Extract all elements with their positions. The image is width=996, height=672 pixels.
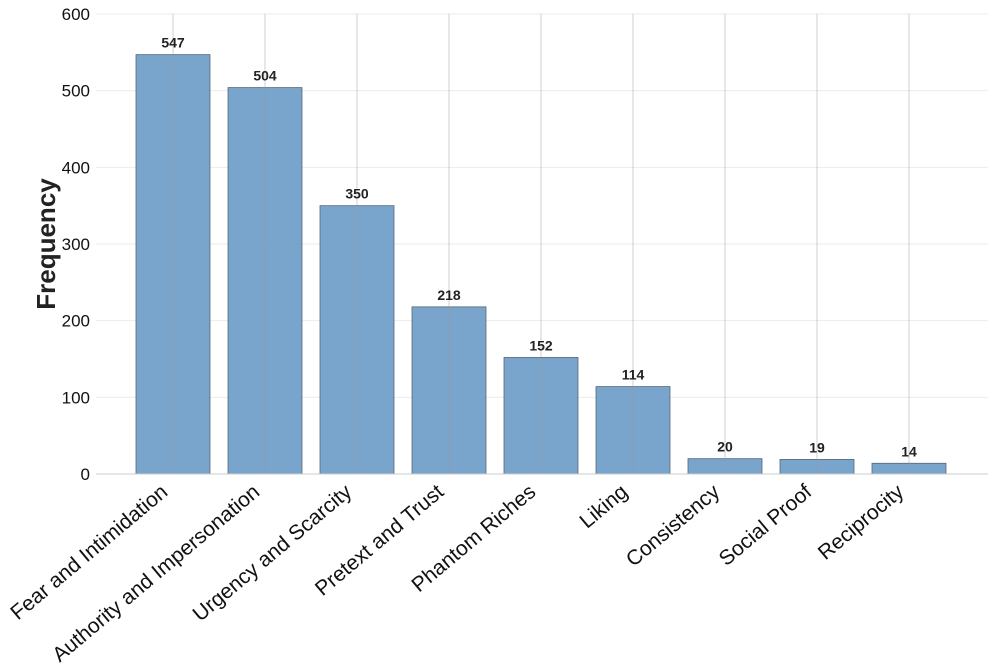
bar xyxy=(503,357,579,475)
y-tick-label: 200 xyxy=(62,312,90,331)
x-tick-label: Consistency xyxy=(622,480,725,571)
x-tick-label: Fear and Intimidation xyxy=(6,480,172,624)
bar-value-label: 218 xyxy=(437,287,461,303)
y-tick-label: 0 xyxy=(81,465,90,484)
y-axis-title: Frequency xyxy=(31,178,61,310)
bar xyxy=(411,306,487,475)
y-tick-label: 600 xyxy=(62,5,90,24)
bar-value-label: 504 xyxy=(253,68,277,84)
bars xyxy=(135,54,947,475)
y-tick-label: 500 xyxy=(62,82,90,101)
bar-value-label: 14 xyxy=(901,443,917,459)
y-tick-label: 300 xyxy=(62,235,90,254)
bar-value-label: 114 xyxy=(622,367,645,383)
bar xyxy=(227,87,303,475)
bar-value-label: 547 xyxy=(161,35,185,51)
bar-value-label: 20 xyxy=(717,439,733,455)
bar-value-label: 152 xyxy=(529,337,553,353)
x-tick-label: Social Proof xyxy=(715,480,817,571)
x-tick-label: Reciprocity xyxy=(814,480,909,565)
bar xyxy=(319,205,395,475)
y-tick-label: 100 xyxy=(62,388,90,407)
x-tick-label: Liking xyxy=(575,480,632,533)
bar-value-label: 350 xyxy=(345,186,369,202)
bar-value-label: 19 xyxy=(809,439,825,455)
bar xyxy=(595,386,671,475)
vertical-grid-lines xyxy=(172,14,910,474)
y-tick-label: 400 xyxy=(62,158,90,177)
x-tick-label: Urgency and Scarcity xyxy=(189,480,357,626)
